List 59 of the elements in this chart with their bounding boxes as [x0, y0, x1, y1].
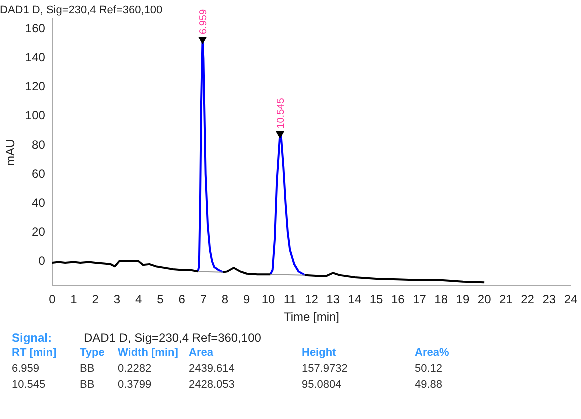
- text: 10.545: [11, 378, 47, 393]
- text: 157.9732: [301, 362, 349, 377]
- text: Width [min]: [117, 346, 180, 361]
- x-tick-label: 20: [478, 292, 492, 307]
- x-tick-label: 19: [456, 292, 470, 307]
- text: 2428.053: [188, 378, 236, 393]
- x-tick-label: 16: [391, 292, 406, 307]
- x-tick-label: 3: [114, 292, 121, 307]
- y-tick-label: 0: [38, 254, 46, 268]
- x-tick-label: 6: [178, 292, 186, 307]
- x-tick-label: 15: [370, 292, 384, 307]
- text: 2439.614: [188, 362, 236, 377]
- x-tick-label: 7: [200, 292, 208, 307]
- x-tick-label: 11: [284, 292, 297, 307]
- x-tick-label: 18: [434, 292, 448, 307]
- text: Area: [188, 346, 214, 361]
- text: 6.959: [11, 362, 41, 377]
- y-tick-label: 160: [25, 22, 46, 36]
- text: BB: [79, 378, 96, 393]
- x-tick-label: 21: [500, 292, 514, 307]
- y-tick-label: 60: [32, 166, 46, 181]
- x-tick-label: 14: [348, 292, 362, 307]
- x-tick-label: 9: [244, 292, 251, 307]
- text: DAD1 D, Sig=230,4 Ref=360,100: [84, 331, 262, 345]
- text: Height: [301, 346, 338, 361]
- text: Type: [79, 346, 106, 361]
- text: 50.12: [414, 362, 444, 377]
- annotation: 6.959: [198, 9, 210, 35]
- y-tick-label: 80: [32, 138, 46, 152]
- x-tick-label: 17: [413, 292, 427, 307]
- y-tick-label: 100: [25, 108, 46, 123]
- chart-title: DAD1 D, Sig=230,4 Ref=360,100: [0, 4, 163, 17]
- text: BB: [79, 362, 96, 377]
- x-tick-label: 4: [136, 292, 143, 307]
- x-tick-label: 12: [305, 292, 319, 307]
- x-tick-label: 2: [92, 292, 100, 307]
- text: Area%: [414, 346, 450, 361]
- x-tick-label: 23: [542, 292, 556, 307]
- x-tick-label: 0: [49, 292, 56, 307]
- x-tick-label: 24: [564, 292, 578, 307]
- y-tick-label: 20: [32, 224, 46, 239]
- x-axis-title: Time [min]: [284, 310, 340, 324]
- annotation: 10.545: [276, 98, 288, 129]
- text: 0.2282: [117, 362, 153, 377]
- y-tick-label: 40: [32, 196, 46, 210]
- text: Signal:: [12, 331, 54, 345]
- y-tick-label: 120: [25, 80, 46, 94]
- x-tick-label: 22: [521, 292, 535, 307]
- text: 49.88: [414, 378, 444, 393]
- text: 95.0804: [301, 378, 343, 393]
- text: 0.3799: [117, 378, 153, 393]
- x-tick-label: 13: [326, 292, 340, 307]
- x-tick-label: 1: [70, 292, 78, 307]
- x-tick-label: 10: [262, 292, 276, 307]
- x-tick-label: 8: [222, 292, 229, 307]
- y-axis-title: mAU: [4, 139, 18, 166]
- x-tick-label: 5: [157, 292, 164, 307]
- text: RT [min]: [11, 346, 58, 361]
- y-tick-label: 140: [25, 50, 46, 65]
